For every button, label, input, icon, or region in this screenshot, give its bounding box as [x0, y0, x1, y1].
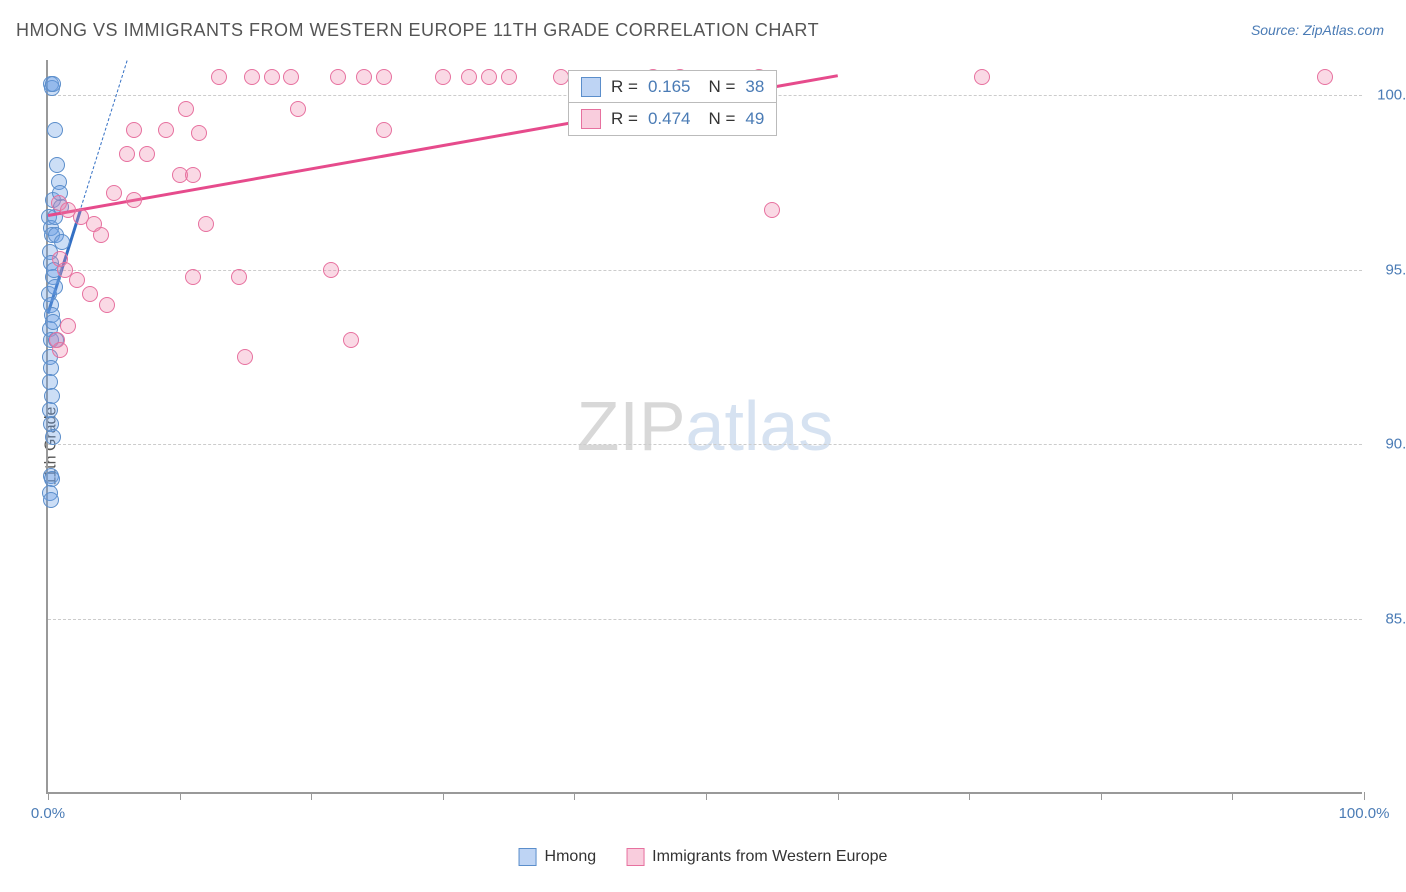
- y-tick-label: 85.0%: [1385, 611, 1406, 628]
- data-point[interactable]: [376, 122, 392, 138]
- watermark-atlas: atlas: [686, 387, 834, 465]
- data-point[interactable]: [119, 146, 135, 162]
- x-tick: [180, 792, 181, 800]
- data-point[interactable]: [60, 318, 76, 334]
- data-point[interactable]: [52, 342, 68, 358]
- data-point[interactable]: [106, 185, 122, 201]
- legend-label: Hmong: [545, 848, 597, 866]
- watermark-zip: ZIP: [577, 387, 686, 465]
- data-point[interactable]: [49, 157, 65, 173]
- data-point[interactable]: [198, 216, 214, 232]
- correlation-stats-box: R = 0.165 N = 38: [568, 70, 777, 104]
- x-tick: [574, 792, 575, 800]
- legend-label: Immigrants from Western Europe: [652, 848, 887, 866]
- data-point[interactable]: [126, 122, 142, 138]
- data-point[interactable]: [356, 69, 372, 85]
- r-label: R =: [611, 109, 638, 129]
- data-point[interactable]: [185, 269, 201, 285]
- x-tick: [443, 792, 444, 800]
- legend-item[interactable]: Immigrants from Western Europe: [626, 848, 887, 866]
- chart-title: HMONG VS IMMIGRANTS FROM WESTERN EUROPE …: [16, 20, 819, 41]
- legend-item[interactable]: Hmong: [519, 848, 597, 866]
- data-point[interactable]: [764, 202, 780, 218]
- trend-line-extrapolated: [80, 60, 127, 207]
- legend-bottom: Hmong Immigrants from Western Europe: [519, 848, 888, 866]
- data-point[interactable]: [435, 69, 451, 85]
- x-tick: [838, 792, 839, 800]
- legend-swatch: [626, 848, 644, 866]
- data-point[interactable]: [82, 286, 98, 302]
- y-tick-label: 90.0%: [1385, 436, 1406, 453]
- data-point[interactable]: [461, 69, 477, 85]
- n-value: 49: [745, 109, 764, 129]
- r-value: 0.474: [648, 109, 691, 129]
- y-tick-label: 95.0%: [1385, 261, 1406, 278]
- grid-line: [48, 444, 1362, 445]
- data-point[interactable]: [54, 234, 70, 250]
- x-tick: [1232, 792, 1233, 800]
- data-point[interactable]: [45, 314, 61, 330]
- y-tick-label: 100.0%: [1377, 86, 1406, 103]
- data-point[interactable]: [45, 76, 61, 92]
- data-point[interactable]: [126, 192, 142, 208]
- data-point[interactable]: [237, 349, 253, 365]
- r-label: R =: [611, 77, 638, 97]
- data-point[interactable]: [43, 492, 59, 508]
- x-tick: [1364, 792, 1365, 800]
- correlation-stats-box: R = 0.474 N = 49: [568, 102, 777, 136]
- data-point[interactable]: [99, 297, 115, 313]
- data-point[interactable]: [283, 69, 299, 85]
- grid-line: [48, 619, 1362, 620]
- data-point[interactable]: [211, 69, 227, 85]
- data-point[interactable]: [47, 122, 63, 138]
- data-point[interactable]: [481, 69, 497, 85]
- data-point[interactable]: [185, 167, 201, 183]
- data-point[interactable]: [93, 227, 109, 243]
- data-point[interactable]: [244, 69, 260, 85]
- data-point[interactable]: [343, 332, 359, 348]
- data-point[interactable]: [158, 122, 174, 138]
- data-point[interactable]: [290, 101, 306, 117]
- data-point[interactable]: [231, 269, 247, 285]
- series-swatch: [581, 77, 601, 97]
- grid-line: [48, 270, 1362, 271]
- data-point[interactable]: [376, 69, 392, 85]
- legend-swatch: [519, 848, 537, 866]
- data-point[interactable]: [1317, 69, 1333, 85]
- data-point[interactable]: [139, 146, 155, 162]
- series-swatch: [581, 109, 601, 129]
- data-point[interactable]: [323, 262, 339, 278]
- n-label: N =: [708, 77, 735, 97]
- data-point[interactable]: [553, 69, 569, 85]
- data-point[interactable]: [330, 69, 346, 85]
- data-point[interactable]: [47, 279, 63, 295]
- data-point[interactable]: [45, 429, 61, 445]
- x-tick: [1101, 792, 1102, 800]
- x-tick: [706, 792, 707, 800]
- scatter-plot-area: ZIPatlas 85.0%90.0%95.0%100.0%0.0%100.0%…: [46, 60, 1362, 794]
- watermark-logo: ZIPatlas: [577, 386, 834, 466]
- data-point[interactable]: [191, 125, 207, 141]
- n-label: N =: [708, 109, 735, 129]
- data-point[interactable]: [264, 69, 280, 85]
- r-value: 0.165: [648, 77, 691, 97]
- x-tick: [311, 792, 312, 800]
- x-tick: [969, 792, 970, 800]
- x-tick: [48, 792, 49, 800]
- x-tick-label: 100.0%: [1339, 805, 1390, 822]
- x-tick-label: 0.0%: [31, 805, 65, 822]
- data-point[interactable]: [178, 101, 194, 117]
- data-point[interactable]: [501, 69, 517, 85]
- data-point[interactable]: [69, 272, 85, 288]
- data-point[interactable]: [974, 69, 990, 85]
- n-value: 38: [745, 77, 764, 97]
- source-attribution[interactable]: Source: ZipAtlas.com: [1251, 22, 1384, 38]
